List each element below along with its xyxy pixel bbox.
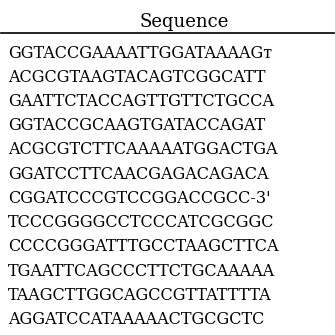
Text: GGATCCTTCAACGAGACAGACA: GGATCCTTCAACGAGACAGACA — [8, 166, 269, 183]
Text: GGTACCGCAAGTGATACCAGAT: GGTACCGCAAGTGATACCAGAT — [8, 117, 265, 134]
Text: TCCCGGGGCCTCCCATCGCGGC: TCCCGGGGCCTCCCATCGCGGC — [8, 214, 275, 231]
Text: ACGCGTCTTCAAAAATGGACTGA: ACGCGTCTTCAAAAATGGACTGA — [8, 141, 277, 158]
Text: GGTACCGAAAATTGGATAAAAGт: GGTACCGAAAATTGGATAAAAGт — [8, 45, 272, 62]
Text: TGAATTCAGCCCTTCTGCAAAAA: TGAATTCAGCCCTTCTGCAAAAA — [8, 263, 275, 280]
Text: GAATTCTACCAGTTGTTCTGCCA: GAATTCTACCAGTTGTTCTGCCA — [8, 93, 274, 110]
Text: Sequence: Sequence — [139, 13, 229, 31]
Text: TAAGCTTGGCAGCCGTTATTTTA: TAAGCTTGGCAGCCGTTATTTTA — [8, 287, 272, 304]
Text: CGGATCCCGTCCGGACCGCC-3': CGGATCCCGTCCGGACCGCC-3' — [8, 190, 271, 207]
Text: ACGCGTAAGTACAGTCGGCATT: ACGCGTAAGTACAGTCGGCATT — [8, 69, 266, 86]
Text: CCCCGGGATTTGCCTAAGCTTCA: CCCCGGGATTTGCCTAAGCTTCA — [8, 239, 278, 255]
Text: AGGATCCATAAAAACTGCGCTC: AGGATCCATAAAAACTGCGCTC — [8, 311, 264, 328]
